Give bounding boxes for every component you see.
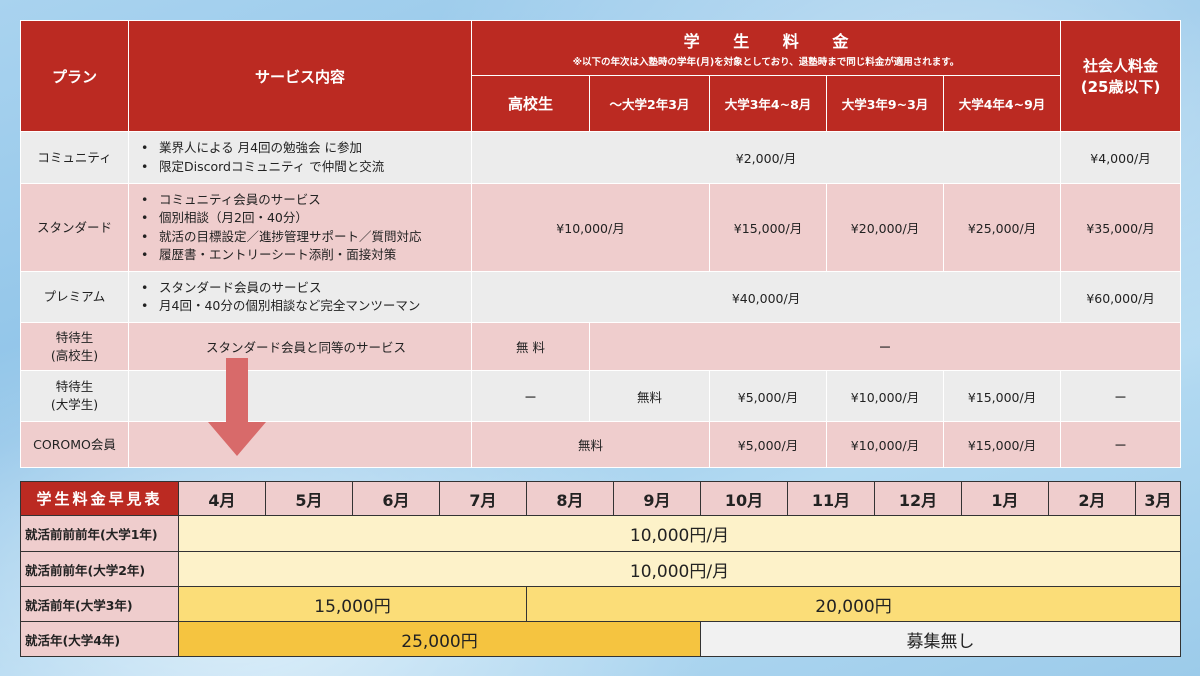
- service-item: 月4回・40分の個別相談など完全マンツーマン: [141, 297, 471, 316]
- subheader-high-school: 高校生: [471, 75, 590, 132]
- fee-segment: 10,000円/月: [178, 551, 1181, 587]
- student-fee-title: 学 生 料 金: [683, 32, 863, 51]
- price-special-univ-hs: ー: [471, 370, 590, 422]
- price-special-univ-u3-late: ¥10,000/月: [826, 370, 944, 422]
- month-header: 10月: [700, 481, 788, 516]
- month-header: 1月: [961, 481, 1049, 516]
- month-header: 3月: [1135, 481, 1181, 516]
- table-row-community: コミュニティ 業界人による 月4回の勉強会 に参加 限定Discordコミュニテ…: [20, 131, 1182, 184]
- month-header: 5月: [265, 481, 353, 516]
- month-header: 7月: [439, 481, 527, 516]
- subheader-univ-4: 大学4年4~9月: [942, 75, 1062, 132]
- price-coromo-u4: ¥15,000/月: [942, 421, 1062, 468]
- service-list-community: 業界人による 月4回の勉強会 に参加 限定Discordコミュニティ で仲間と交…: [128, 131, 472, 184]
- plan-name-line: (大学生): [50, 397, 99, 412]
- month-header: 12月: [874, 481, 962, 516]
- service-item: 限定Discordコミュニティ で仲間と交流: [141, 158, 471, 177]
- service-special-high-school: スタンダード会員と同等のサービス: [128, 322, 472, 371]
- plan-name-standard: スタンダード: [20, 183, 129, 272]
- adult-fee-label: 社会人料金: [1083, 57, 1159, 75]
- subheader-univ-3-early: 大学3年4~8月: [709, 75, 827, 132]
- table-row-standard: スタンダード コミュニティ会員のサービス 個別相談（月2回・40分） 就活の目標…: [20, 183, 1182, 272]
- plan-pricing-table: プラン サービス内容 学 生 料 金 ※以下の年次は入塾時の学年(月)を対象とし…: [20, 20, 1182, 468]
- fee-segment: 募集無し: [700, 621, 1181, 657]
- month-header: 6月: [352, 481, 440, 516]
- fee-row-year-1: 就活前前前年(大学1年) 10,000円/月: [20, 515, 1181, 552]
- price-special-univ-u3-early: ¥5,000/月: [709, 370, 827, 422]
- subheader-univ-3-late: 大学3年9~3月: [826, 75, 944, 132]
- fee-row-label: 就活前前前年(大学1年): [20, 515, 179, 552]
- price-student-premium: ¥40,000/月: [470, 271, 1062, 323]
- service-item: 業界人による 月4回の勉強会 に参加: [141, 139, 471, 158]
- adult-fee-age-label: (25歳以下): [1080, 78, 1161, 96]
- table-row-premium: プレミアム スタンダード会員のサービス 月4回・40分の個別相談など完全マンツー…: [20, 271, 1182, 323]
- table-row-special-university: 特待生 (大学生) ー 無料 ¥5,000/月 ¥10,000/月 ¥15,00…: [20, 370, 1182, 422]
- plan-name-special-university: 特待生 (大学生): [20, 370, 129, 422]
- fee-row-year-3: 就活前年(大学3年) 15,000円 20,000円: [20, 586, 1181, 622]
- fee-segment: 20,000円: [526, 586, 1181, 622]
- fee-table-title: 学生料金早見表: [20, 481, 179, 516]
- plan-name-premium: プレミアム: [20, 271, 129, 323]
- fee-row-year-2: 就活前前年(大学2年) 10,000円/月: [20, 551, 1181, 587]
- plan-name-special-high-school: 特待生 (高校生): [20, 322, 129, 371]
- price-standard-u3-late: ¥20,000/月: [826, 183, 944, 272]
- fee-segment: 25,000円: [178, 621, 701, 657]
- price-adult-special-univ: ー: [1060, 370, 1182, 422]
- fee-table-header-row: 学生料金早見表 4月 5月 6月 7月 8月 9月 10月 11月 12月 1月…: [20, 481, 1181, 516]
- header-adult-fee: 社会人料金 (25歳以下): [1060, 20, 1182, 132]
- price-special-univ-u4: ¥15,000/月: [942, 370, 1062, 422]
- header-student-fee: 学 生 料 金 ※以下の年次は入塾時の学年(月)を対象としており、退塾時まで同じ…: [470, 20, 1062, 76]
- month-header: 4月: [178, 481, 266, 516]
- plan-name-community: コミュニティ: [20, 131, 129, 184]
- fee-row-year-4: 就活年(大学4年) 25,000円 募集無し: [20, 621, 1181, 657]
- price-adult-premium: ¥60,000/月: [1060, 271, 1182, 323]
- price-special-univ-u2: 無料: [589, 370, 710, 422]
- header-service: サービス内容: [128, 20, 472, 132]
- price-student-community: ¥2,000/月: [470, 131, 1062, 184]
- month-header: 2月: [1048, 481, 1136, 516]
- plan-name-line: 特待生: [55, 329, 94, 345]
- header-plan: プラン: [20, 20, 129, 132]
- fee-row-label: 就活年(大学4年): [20, 621, 179, 657]
- service-item: コミュニティ会員のサービス: [141, 191, 471, 210]
- table-row-special-high-school: 特待生 (高校生) スタンダード会員と同等のサービス 無 料 ー: [20, 322, 1182, 371]
- service-item: 履歴書・エントリーシート添削・面接対策: [141, 246, 471, 265]
- fee-segment: 10,000円/月: [178, 515, 1181, 552]
- plan-name-line: 特待生: [55, 379, 94, 394]
- plan-name-line: (高校生): [50, 347, 99, 363]
- fee-row-label: 就活前年(大学3年): [20, 586, 179, 622]
- service-list-premium: スタンダード会員のサービス 月4回・40分の個別相談など完全マンツーマン: [128, 271, 472, 323]
- subheader-to-univ-2: 〜大学2年3月: [589, 75, 710, 132]
- service-special-university: [128, 370, 472, 422]
- student-fee-quick-chart: 学生料金早見表 4月 5月 6月 7月 8月 9月 10月 11月 12月 1月…: [20, 481, 1181, 657]
- plan-name-coromo: COROMO会員: [20, 421, 129, 468]
- service-item: 個別相談（月2回・40分）: [141, 209, 471, 228]
- table-row-coromo: COROMO会員 無料 ¥5,000/月 ¥10,000/月 ¥15,000/月…: [20, 421, 1182, 468]
- month-header: 9月: [613, 481, 701, 516]
- price-standard-u4: ¥25,000/月: [942, 183, 1062, 272]
- price-adult-coromo: ー: [1060, 421, 1182, 468]
- service-coromo: [128, 421, 472, 468]
- service-item: スタンダード会員のサービス: [141, 279, 471, 298]
- down-arrow-icon: [208, 358, 266, 456]
- fee-row-label: 就活前前年(大学2年): [20, 551, 179, 587]
- service-list-standard: コミュニティ会員のサービス 個別相談（月2回・40分） 就活の目標設定／進捗管理…: [128, 183, 472, 272]
- price-adult-community: ¥4,000/月: [1060, 131, 1182, 184]
- price-coromo-u3-early: ¥5,000/月: [709, 421, 827, 468]
- price-adult-standard: ¥35,000/月: [1060, 183, 1182, 272]
- price-special-hs-rest: ー: [588, 322, 1182, 371]
- month-header: 8月: [526, 481, 614, 516]
- student-fee-note: ※以下の年次は入塾時の学年(月)を対象としており、退塾時まで同じ料金が適用されま…: [572, 57, 960, 68]
- fee-segment: 15,000円: [178, 586, 527, 622]
- price-standard-u3-early: ¥15,000/月: [709, 183, 827, 272]
- service-item: 就活の目標設定／進捗管理サポート／質問対応: [141, 228, 471, 247]
- price-coromo-hs-u2: 無料: [471, 421, 710, 468]
- price-special-hs-hs: 無 料: [471, 322, 590, 371]
- price-standard-hs-u2: ¥10,000/月: [471, 183, 710, 272]
- price-coromo-u3-late: ¥10,000/月: [826, 421, 944, 468]
- month-header: 11月: [787, 481, 875, 516]
